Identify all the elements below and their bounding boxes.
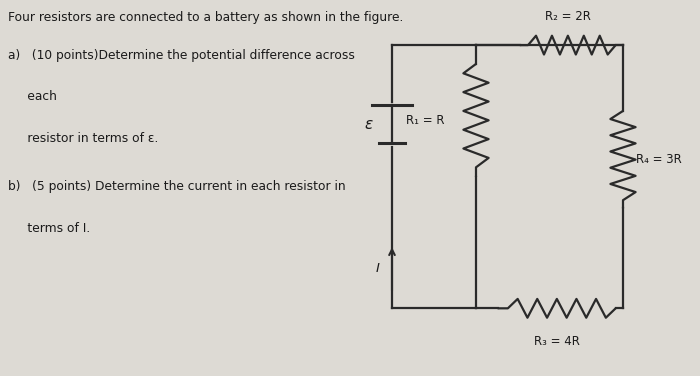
- Text: R₄ = 3R: R₄ = 3R: [636, 153, 681, 166]
- Text: ε: ε: [364, 117, 372, 132]
- Text: Four resistors are connected to a battery as shown in the figure.: Four resistors are connected to a batter…: [8, 11, 404, 24]
- Text: each: each: [8, 90, 57, 103]
- Text: b)   (5 points) Determine the current in each resistor in: b) (5 points) Determine the current in e…: [8, 180, 346, 194]
- Text: a)   (10 points)Determine the potential difference across: a) (10 points)Determine the potential di…: [8, 49, 356, 62]
- Text: terms of I.: terms of I.: [8, 222, 91, 235]
- Text: R₃ = 4R: R₃ = 4R: [534, 335, 580, 348]
- Text: resistor in terms of ε.: resistor in terms of ε.: [8, 132, 159, 145]
- Text: R₁ = R: R₁ = R: [406, 114, 445, 127]
- Text: I: I: [375, 262, 379, 275]
- Text: R₂ = 2R: R₂ = 2R: [545, 9, 591, 23]
